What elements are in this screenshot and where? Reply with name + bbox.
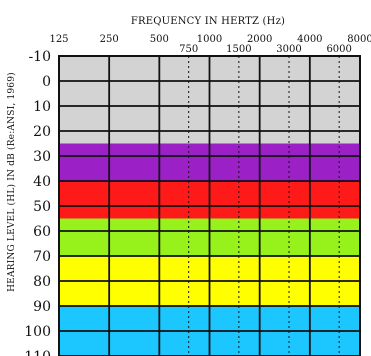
y-tick-label-12: 110	[24, 349, 51, 356]
grid-layer	[58, 55, 361, 356]
y-tick-label-10: 90	[33, 299, 51, 315]
x-major-tick-label-2: 500	[150, 34, 169, 45]
y-tick-label-4: 30	[33, 149, 51, 165]
x-major-tick-label-4: 2000	[247, 34, 272, 45]
y-tick-label-11: 100	[24, 324, 51, 340]
x-major-tick-label-3: 1000	[197, 34, 222, 45]
y-tick-label-7: 60	[33, 224, 51, 240]
x-minor-tick-label-0: 750	[179, 44, 198, 55]
y-tick-label-8: 70	[33, 249, 51, 265]
y-tick-label-5: 40	[33, 174, 51, 190]
chart-title: FREQUENCY IN HERTZ (Hz)	[131, 16, 285, 27]
y-tick-label-6: 50	[33, 199, 51, 215]
y-tick-label-9: 80	[33, 274, 51, 290]
x-major-tick-label-0: 125	[49, 34, 68, 45]
y-tick-label-2: 10	[33, 99, 51, 115]
x-minor-tick-label-3: 6000	[326, 44, 351, 55]
x-minor-tick-label-2: 3000	[276, 44, 301, 55]
y-axis-label: HEARING LEVEL (HL) IN dB (Re:ANSI, 1969)	[6, 72, 17, 292]
x-major-tick-label-6: 8000	[347, 34, 371, 45]
x-major-tick-label-1: 250	[100, 34, 119, 45]
y-tick-label-0: -10	[28, 49, 51, 65]
x-minor-tick-label-1: 1500	[226, 44, 251, 55]
y-tick-label-3: 20	[33, 124, 51, 140]
y-tick-label-1: 0	[42, 74, 51, 90]
x-major-tick-label-5: 4000	[297, 34, 322, 45]
